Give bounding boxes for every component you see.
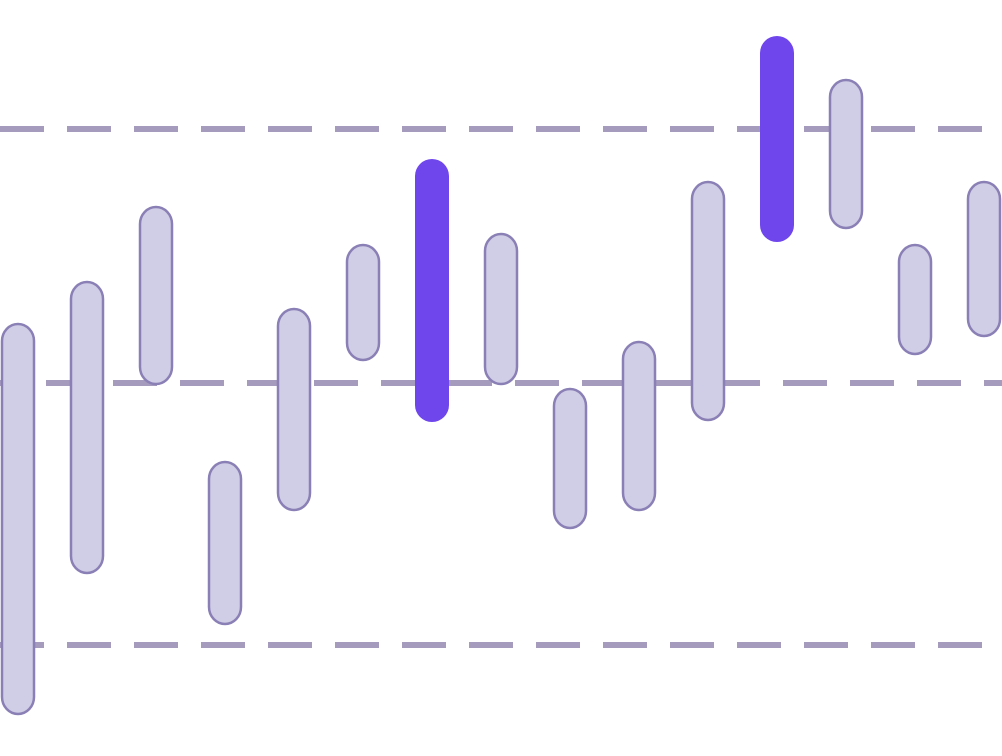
range-bar	[276, 307, 312, 512]
range-bar	[483, 232, 519, 386]
range-bar	[760, 36, 794, 242]
range-bar	[0, 322, 36, 716]
range-bar	[345, 243, 381, 362]
range-bar	[897, 243, 933, 356]
range-bar	[415, 159, 449, 422]
range-bar	[138, 205, 174, 386]
range-bar	[69, 280, 105, 575]
range-bar	[621, 340, 657, 512]
range-bar	[828, 78, 864, 230]
range-bar	[552, 387, 588, 530]
range-bar	[966, 180, 1002, 338]
range-bar	[690, 180, 726, 422]
range-bar	[207, 460, 243, 626]
